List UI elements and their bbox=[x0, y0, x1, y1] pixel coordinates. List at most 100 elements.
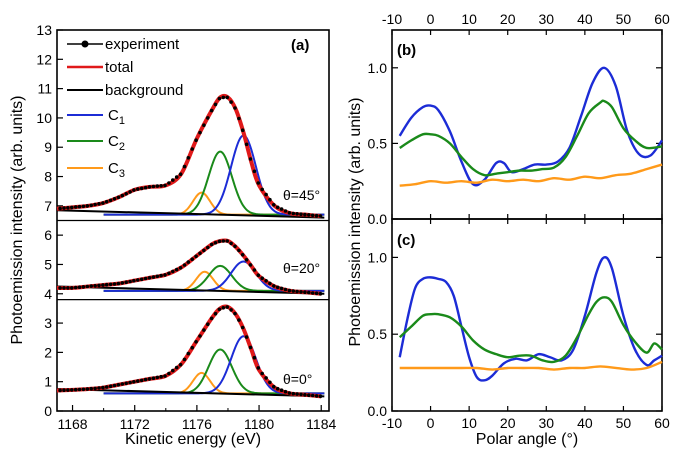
legend-c3-label: C3 bbox=[108, 160, 125, 180]
x-tick-label: 40 bbox=[577, 11, 593, 27]
experiment-point bbox=[77, 387, 82, 392]
y-tick-label: 7 bbox=[44, 198, 52, 214]
experiment-point bbox=[252, 169, 257, 174]
y-tick-label: 1 bbox=[44, 374, 52, 390]
experiment-point bbox=[240, 253, 245, 257]
panel-c-xlabel: Polar angle (°) bbox=[476, 431, 578, 448]
experiment-point bbox=[217, 239, 222, 244]
panel-c: -10 0 10 20 30 40 50 60 0.0 0.5 1.0 (c) Polar angl… bbox=[368, 218, 670, 448]
experiment-point bbox=[66, 206, 70, 210]
experiment-point bbox=[124, 280, 128, 285]
x-tick-label: 60 bbox=[654, 11, 670, 27]
experiment-point bbox=[291, 211, 296, 216]
experiment-point bbox=[112, 383, 117, 388]
experiment-point bbox=[194, 254, 198, 259]
experiment-point bbox=[314, 291, 319, 296]
y-tick-label: 3 bbox=[44, 315, 52, 331]
experiment-point bbox=[310, 291, 315, 295]
experiment-point bbox=[178, 266, 183, 270]
x-tick-label: 60 bbox=[654, 415, 670, 431]
experiment-point bbox=[81, 204, 86, 209]
x-tick-label: 1176 bbox=[182, 416, 212, 432]
experiment-point bbox=[167, 181, 171, 185]
legend-background-label: background bbox=[105, 82, 183, 99]
experiment-point bbox=[62, 388, 66, 393]
experiment-point bbox=[248, 263, 253, 267]
experiment-point bbox=[104, 282, 109, 287]
experiment-point bbox=[225, 305, 229, 309]
experiment-point bbox=[295, 212, 299, 216]
experiment-point bbox=[268, 281, 272, 286]
experiment-point bbox=[233, 311, 237, 316]
experiment-point bbox=[104, 385, 109, 389]
experiment-point bbox=[120, 382, 125, 386]
x-tick-label: 1184 bbox=[306, 416, 336, 432]
experiment-point bbox=[233, 106, 237, 110]
experiment-point bbox=[163, 183, 167, 188]
experiment-point bbox=[174, 267, 179, 272]
experiment-point bbox=[283, 287, 288, 292]
x-tick-label: 10 bbox=[461, 415, 477, 431]
experiment-point bbox=[171, 178, 175, 182]
experiment-point bbox=[139, 378, 144, 383]
experiment-point bbox=[116, 383, 121, 387]
experiment-point bbox=[73, 285, 78, 290]
experiment-point bbox=[128, 380, 132, 385]
total-fit bbox=[56, 93, 322, 219]
experiment-point bbox=[171, 269, 175, 274]
x-tick-label: 30 bbox=[538, 11, 554, 27]
spectrum-label-20: θ=20° bbox=[283, 260, 320, 276]
panel-a-label: (a) bbox=[291, 37, 309, 54]
legend-experiment-marker bbox=[81, 40, 89, 48]
panel-b-axes: -10 0 10 20 30 40 50 60 0.0 0.5 1.0 bbox=[368, 11, 670, 227]
experiment-point bbox=[159, 273, 163, 278]
experiment-point bbox=[124, 192, 128, 196]
experiment-point bbox=[244, 142, 249, 147]
y-tick-label: 13 bbox=[36, 22, 52, 38]
experiment-point bbox=[151, 376, 156, 381]
experiment-point bbox=[89, 386, 93, 391]
experiment-point bbox=[303, 393, 307, 397]
experiment-point bbox=[264, 192, 268, 197]
experiment-point bbox=[275, 285, 280, 290]
x-tick-label: 1172 bbox=[120, 416, 150, 432]
panel-b: -10 0 10 20 30 40 50 60 0.0 0.5 1.0 (b) bbox=[368, 11, 670, 227]
background-line bbox=[56, 388, 325, 398]
y-tick-label: 0.0 bbox=[368, 211, 388, 227]
experiment-point bbox=[97, 386, 101, 390]
experiment-point bbox=[139, 277, 144, 282]
experiment-point bbox=[310, 393, 315, 398]
experiment-point bbox=[291, 391, 296, 396]
experiment-point bbox=[209, 316, 214, 321]
experiment-point bbox=[287, 391, 292, 395]
experiment-point bbox=[198, 334, 202, 338]
experiment-point bbox=[194, 340, 198, 344]
experiment-point bbox=[202, 248, 206, 253]
experiment-point bbox=[229, 100, 233, 104]
experiment-point bbox=[279, 207, 284, 211]
experiment-point bbox=[186, 260, 191, 264]
experiment-point bbox=[303, 212, 307, 217]
experiment-point bbox=[128, 190, 132, 194]
experiment-point bbox=[70, 286, 74, 290]
experiment-point bbox=[159, 374, 163, 379]
experiment-point bbox=[147, 185, 152, 189]
experiment-point bbox=[143, 377, 148, 382]
experiment-point bbox=[62, 286, 66, 290]
experiment-point bbox=[256, 181, 261, 185]
experiment-point bbox=[202, 123, 206, 127]
experiment-point bbox=[155, 375, 160, 380]
experiment-point bbox=[81, 387, 86, 392]
experiment-point bbox=[213, 102, 218, 107]
experiment-point bbox=[186, 351, 191, 356]
experiment-point bbox=[58, 388, 62, 393]
panel-c-axes: -10 0 10 20 30 40 50 60 0.0 0.5 1.0 bbox=[368, 219, 670, 431]
spectrum-label-45: θ=45° bbox=[283, 187, 320, 203]
experiment-point bbox=[136, 278, 140, 282]
experiment-point bbox=[202, 328, 206, 332]
y-tick-label: 5 bbox=[44, 256, 52, 272]
y-tick-label: 10 bbox=[36, 110, 52, 126]
experiment-point bbox=[132, 380, 136, 384]
experiment-point bbox=[116, 281, 121, 286]
